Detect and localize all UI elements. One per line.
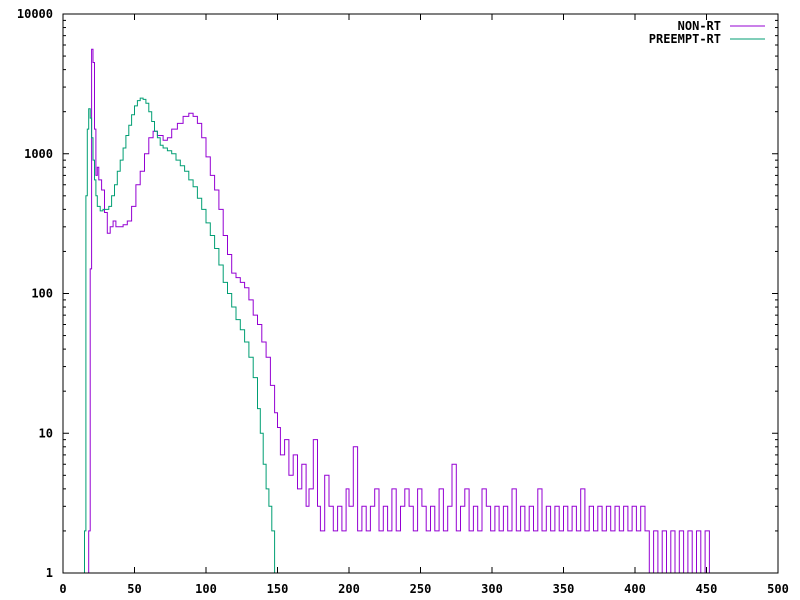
- y-tick-label: 100: [31, 287, 53, 301]
- x-tick-label: 100: [195, 582, 217, 596]
- series-line-non-rt: [87, 48, 778, 574]
- x-tick-label: 400: [624, 582, 646, 596]
- x-tick-label: 500: [767, 582, 789, 596]
- y-tick-label: 1: [46, 566, 53, 580]
- legend-label: NON-RT: [678, 19, 721, 33]
- x-tick-label: 50: [127, 582, 141, 596]
- x-tick-label: 250: [410, 582, 432, 596]
- x-tick-label: 450: [696, 582, 718, 596]
- x-tick-label: 0: [59, 582, 66, 596]
- x-tick-label: 300: [481, 582, 503, 596]
- legend-label: PREEMPT-RT: [649, 32, 721, 46]
- x-tick-label: 200: [338, 582, 360, 596]
- y-tick-label: 1000: [24, 147, 53, 161]
- y-tick-label: 10: [39, 426, 53, 440]
- x-tick-label: 350: [553, 582, 575, 596]
- axis-ticks-group: 0 50 100 150 200 250 300 350 400 450 500 1 10 100 1000…: [17, 7, 789, 596]
- x-tick-label: 150: [267, 582, 289, 596]
- plot-series-group: [83, 48, 778, 574]
- y-tick-label: 10000: [17, 7, 53, 21]
- series-line-preempt-rt: [83, 97, 278, 574]
